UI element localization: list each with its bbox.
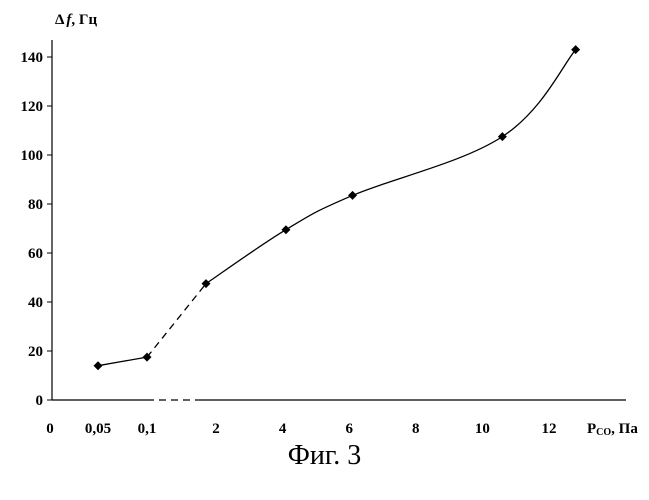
x-ticks: 0 0,05 0,1 2 4 6 8 10 12: [46, 421, 556, 437]
data-point-marker: [281, 225, 290, 234]
x-axis-title-sub: CO: [596, 427, 611, 438]
y-tick-label: 100: [21, 148, 44, 164]
y-axis-title: Δf, Гц: [55, 12, 97, 28]
data-point-marker: [348, 191, 357, 200]
x-tick-label: 6: [345, 421, 353, 437]
x-tick-label: 2: [212, 421, 220, 437]
data-point-marker: [94, 361, 103, 370]
x-tick-label: 8: [412, 421, 420, 437]
y-tick-label: 20: [28, 344, 43, 360]
y-tick-label: 60: [28, 246, 43, 262]
y-tick-label: 120: [21, 99, 44, 115]
data-point-marker: [498, 132, 507, 141]
x-axis-title-main: P: [587, 421, 596, 437]
series-line: [98, 357, 147, 366]
series-line: [206, 50, 576, 284]
x-tick-label: 0,05: [85, 421, 111, 437]
x-tick-label: 4: [279, 421, 287, 437]
chart: Δf, Гц PCO, Па 020406080100120140 00,050…: [0, 0, 649, 440]
y-ticks: 0 20 40 60 80 100 120 140: [21, 50, 53, 409]
x-tick-label: 10: [475, 421, 490, 437]
y-axis-title-unit: , Гц: [71, 12, 97, 28]
x-tick-label: 12: [542, 421, 557, 437]
series-dashed-segment: [147, 284, 206, 358]
y-tick-label: 80: [28, 197, 43, 213]
x-axis-title-unit: , Па: [611, 421, 638, 437]
x-tick-label: 0: [46, 421, 54, 437]
x-tick-label: 0,1: [138, 421, 157, 437]
y-tick-label: 40: [28, 295, 43, 311]
y-tick-label: 140: [21, 50, 44, 66]
x-axis-title: PCO, Па: [587, 421, 638, 438]
y-axis-title-delta: Δ: [55, 12, 65, 28]
y-tick-label: 0: [36, 393, 44, 409]
series-group: [94, 45, 581, 370]
figure-caption: Фиг. 3: [0, 440, 649, 472]
